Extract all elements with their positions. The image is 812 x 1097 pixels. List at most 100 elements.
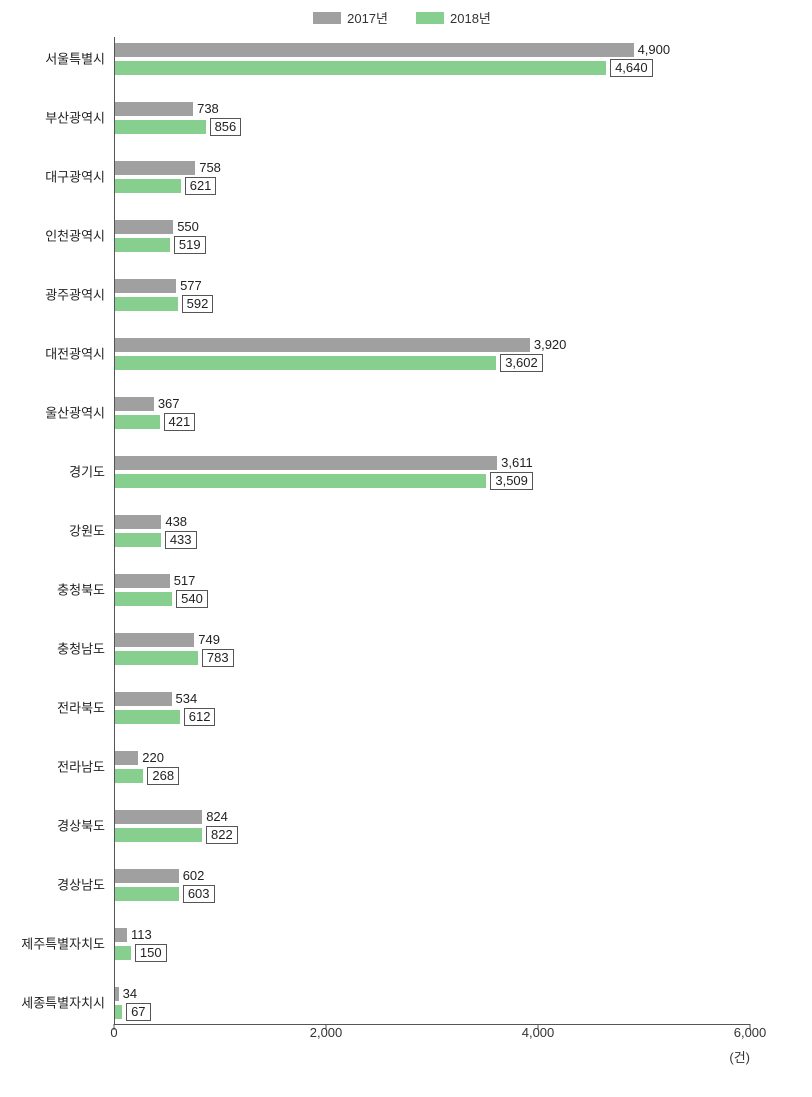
value-label: 577 xyxy=(180,279,202,293)
category-group: 전라북도534612 xyxy=(115,692,750,724)
bar-2017년 xyxy=(115,869,179,883)
bar-2018년 xyxy=(115,710,180,724)
bar-2017년 xyxy=(115,751,138,765)
category-label: 경상북도 xyxy=(5,820,105,833)
category-group: 강원도438433 xyxy=(115,515,750,547)
value-label: 621 xyxy=(185,177,217,195)
bar-2017년 xyxy=(115,928,127,942)
value-label: 824 xyxy=(206,810,228,824)
category-label: 대구광역시 xyxy=(5,171,105,184)
bar-2018년 xyxy=(115,120,206,134)
bar-2018년 xyxy=(115,179,181,193)
value-label: 4,900 xyxy=(638,43,671,57)
legend: 2017년 2018년 xyxy=(4,8,800,27)
bar-2018년 xyxy=(115,651,198,665)
value-label: 3,611 xyxy=(501,456,533,470)
value-label: 3,509 xyxy=(490,472,533,490)
value-label: 758 xyxy=(199,161,221,175)
value-label: 856 xyxy=(210,118,242,136)
x-axis-ticks: 02,0004,0006,000 xyxy=(114,1025,750,1045)
value-label: 517 xyxy=(174,574,196,588)
bar-2018년 xyxy=(115,474,486,488)
value-label: 367 xyxy=(158,397,180,411)
value-label: 150 xyxy=(135,944,167,962)
legend-item-2017: 2017년 xyxy=(313,8,388,27)
value-label: 540 xyxy=(176,590,208,608)
bar-2018년 xyxy=(115,1005,122,1019)
category-group: 경상남도602603 xyxy=(115,869,750,901)
category-label: 울산광역시 xyxy=(5,407,105,420)
bar-2017년 xyxy=(115,810,202,824)
bar-2017년 xyxy=(115,338,530,352)
x-axis-unit: (건) xyxy=(4,1047,750,1066)
value-label: 612 xyxy=(184,708,216,726)
value-label: 749 xyxy=(198,633,220,647)
bar-2018년 xyxy=(115,415,160,429)
category-label: 인천광역시 xyxy=(5,230,105,243)
value-label: 550 xyxy=(177,220,199,234)
category-group: 세종특별자치시3467 xyxy=(115,987,750,1019)
value-label: 4,640 xyxy=(610,59,653,77)
x-tick-label: 4,000 xyxy=(522,1025,555,1040)
category-group: 제주특별자치도113150 xyxy=(115,928,750,960)
value-label: 113 xyxy=(131,928,152,942)
plot-area: 서울특별시4,9004,640부산광역시738856대구광역시758621인천광… xyxy=(114,37,750,1025)
category-label: 전라남도 xyxy=(5,761,105,774)
value-label: 519 xyxy=(174,236,206,254)
bar-2017년 xyxy=(115,102,193,116)
value-label: 603 xyxy=(183,885,215,903)
category-group: 인천광역시550519 xyxy=(115,220,750,252)
legend-label-2018: 2018년 xyxy=(450,8,491,27)
value-label: 268 xyxy=(147,767,179,785)
value-label: 433 xyxy=(165,531,197,549)
legend-swatch-2017 xyxy=(313,12,341,24)
bar-2018년 xyxy=(115,297,178,311)
category-group: 대구광역시758621 xyxy=(115,161,750,193)
bar-2018년 xyxy=(115,946,131,960)
bar-2018년 xyxy=(115,828,202,842)
category-label: 서울특별시 xyxy=(5,53,105,66)
legend-swatch-2018 xyxy=(416,12,444,24)
legend-item-2018: 2018년 xyxy=(416,8,491,27)
category-label: 경상남도 xyxy=(5,879,105,892)
value-label: 438 xyxy=(165,515,187,529)
value-label: 738 xyxy=(197,102,219,116)
bar-2017년 xyxy=(115,220,173,234)
category-label: 충청남도 xyxy=(5,643,105,656)
value-label: 3,920 xyxy=(534,338,567,352)
category-group: 경기도3,6113,509 xyxy=(115,456,750,488)
bar-2017년 xyxy=(115,161,195,175)
bar-2017년 xyxy=(115,692,172,706)
category-label: 세종특별자치시 xyxy=(5,997,105,1010)
category-group: 대전광역시3,9203,602 xyxy=(115,338,750,370)
bar-2017년 xyxy=(115,279,176,293)
bar-2018년 xyxy=(115,592,172,606)
bar-2017년 xyxy=(115,43,634,57)
category-group: 충청남도749783 xyxy=(115,633,750,665)
legend-label-2017: 2017년 xyxy=(347,8,388,27)
value-label: 34 xyxy=(123,987,137,1001)
value-label: 421 xyxy=(164,413,196,431)
value-label: 592 xyxy=(182,295,214,313)
bar-2017년 xyxy=(115,633,194,647)
x-tick-label: 6,000 xyxy=(734,1025,767,1040)
x-tick-label: 0 xyxy=(110,1025,117,1040)
bar-2018년 xyxy=(115,533,161,547)
category-group: 서울특별시4,9004,640 xyxy=(115,43,750,75)
category-group: 충청북도517540 xyxy=(115,574,750,606)
value-label: 67 xyxy=(126,1003,150,1021)
x-tick-label: 2,000 xyxy=(310,1025,343,1040)
bar-2017년 xyxy=(115,456,497,470)
bar-2018년 xyxy=(115,238,170,252)
category-group: 부산광역시738856 xyxy=(115,102,750,134)
value-label: 534 xyxy=(176,692,198,706)
category-label: 충청북도 xyxy=(5,584,105,597)
category-label: 경기도 xyxy=(5,466,105,479)
bar-2018년 xyxy=(115,356,496,370)
bar-2018년 xyxy=(115,887,179,901)
value-label: 602 xyxy=(183,869,205,883)
bar-2017년 xyxy=(115,987,119,1001)
category-group: 광주광역시577592 xyxy=(115,279,750,311)
category-label: 제주특별자치도 xyxy=(5,938,105,951)
bar-2017년 xyxy=(115,574,170,588)
